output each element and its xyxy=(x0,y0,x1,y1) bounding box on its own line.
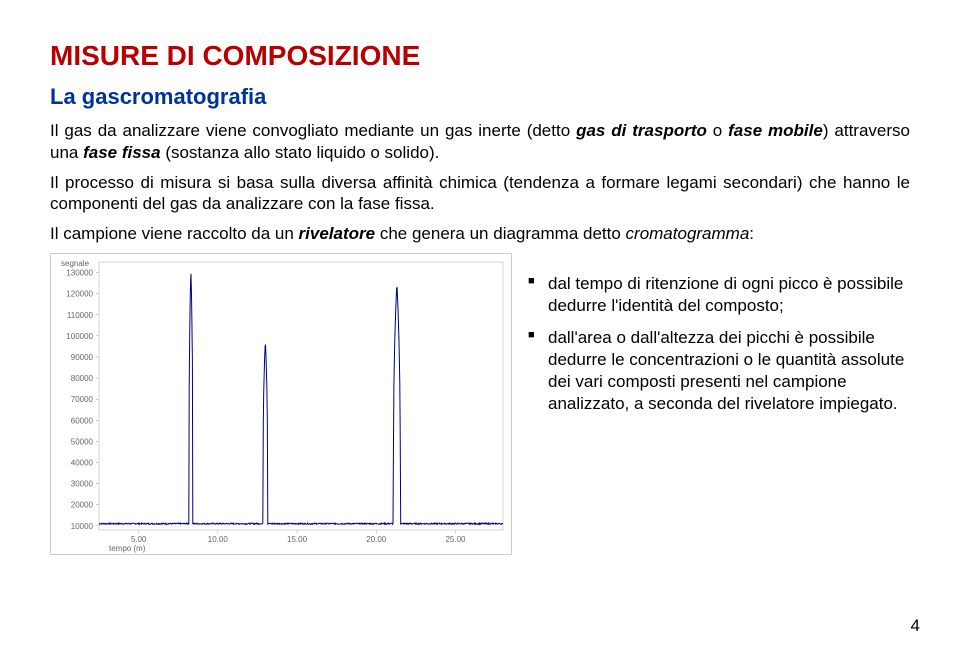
svg-text:50000: 50000 xyxy=(71,437,94,446)
svg-text:130000: 130000 xyxy=(66,268,93,277)
svg-text:30000: 30000 xyxy=(71,479,94,488)
svg-text:segnale: segnale xyxy=(61,259,90,268)
svg-text:15.00: 15.00 xyxy=(287,535,308,544)
intro-paragraph-2: Il processo di misura si basa sulla dive… xyxy=(50,172,910,216)
svg-text:20.00: 20.00 xyxy=(366,535,387,544)
intro-paragraph-3: Il campione viene raccolto da un rivelat… xyxy=(50,223,910,245)
svg-text:110000: 110000 xyxy=(67,311,94,320)
svg-text:5.00: 5.00 xyxy=(131,535,147,544)
svg-text:90000: 90000 xyxy=(71,353,94,362)
chromatogram-chart: 10000 20000 30000 40000 50000 60000 70000 80000… xyxy=(50,253,512,555)
svg-text:120000: 120000 xyxy=(66,289,93,298)
page-title: MISURE DI COMPOSIZIONE xyxy=(50,40,910,72)
svg-text:40000: 40000 xyxy=(71,458,94,467)
page-number: 4 xyxy=(911,616,920,636)
svg-text:60000: 60000 xyxy=(71,416,94,425)
bullet-list: dal tempo di ritenzione di ogni picco è … xyxy=(528,273,910,416)
svg-text:70000: 70000 xyxy=(71,395,94,404)
svg-text:tempo (m): tempo (m) xyxy=(109,544,146,553)
intro-paragraph-1: Il gas da analizzare viene convogliato m… xyxy=(50,120,910,164)
list-item: dal tempo di ritenzione di ogni picco è … xyxy=(528,273,910,317)
svg-text:20000: 20000 xyxy=(71,500,94,509)
svg-text:100000: 100000 xyxy=(66,332,93,341)
svg-text:25.00: 25.00 xyxy=(445,535,466,544)
svg-text:10000: 10000 xyxy=(71,522,94,531)
svg-text:80000: 80000 xyxy=(71,374,94,383)
page-subtitle: La gascromatografia xyxy=(50,84,910,110)
svg-text:10.00: 10.00 xyxy=(208,535,229,544)
list-item: dall'area o dall'altezza dei picchi è po… xyxy=(528,327,910,415)
